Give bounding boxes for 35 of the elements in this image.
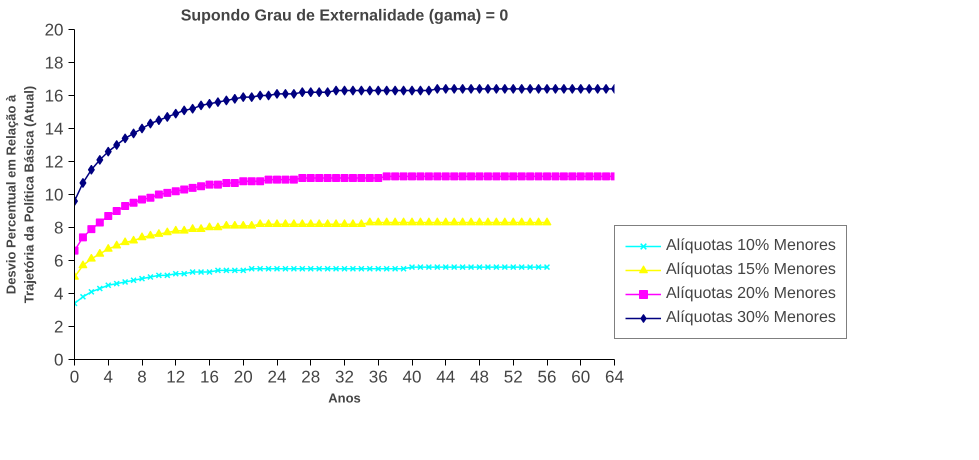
y-axis-title: Desvio Percentual em Relação à Trajetória da Política Básica (Atual)	[4, 86, 37, 304]
y-tick-label: 2	[54, 318, 64, 336]
x-tick-label: 12	[166, 368, 186, 386]
x-tick-label: 8	[137, 368, 147, 386]
x-tick-label: 20	[234, 368, 253, 386]
x-tick-label: 56	[538, 368, 556, 386]
x-tick-label: 32	[335, 368, 354, 386]
y-tick-label: 16	[44, 86, 64, 106]
y-tick-label: 4	[54, 284, 64, 304]
x-tick-label: 0	[70, 368, 80, 386]
x-tick-label: 60	[571, 368, 590, 386]
x-axis-title: Anos	[328, 390, 361, 406]
x-tick-label: 40	[402, 368, 422, 386]
x-tick-label: 16	[200, 368, 219, 386]
x-tick-label: 44	[436, 368, 456, 386]
x-tick-label: 64	[605, 368, 624, 386]
legend-label: Alíquotas 20% Menores	[666, 285, 836, 303]
y-tick-label: 14	[44, 120, 64, 138]
x-tick-label: 48	[470, 368, 489, 386]
x-tick-label: 52	[504, 368, 523, 386]
x-tick-label: 28	[301, 368, 320, 386]
y-tick-label: 6	[54, 252, 64, 270]
y-tick-label: 12	[44, 152, 64, 172]
chart-title: Supondo Grau de Externalidade (gama) = 0	[180, 8, 508, 24]
x-tick-label: 4	[104, 368, 113, 386]
legend-label: Alíquotas 30% Menores	[666, 309, 836, 327]
y-tick-label: 0	[54, 350, 64, 370]
y-tick-label: 10	[44, 186, 64, 204]
y-tick-label: 8	[54, 218, 64, 238]
x-tick-label: 36	[368, 368, 388, 386]
y-tick-label: 20	[44, 20, 64, 40]
legend-label: Alíquotas 10% Menores	[666, 237, 836, 255]
legend-label: Alíquotas 15% Menores	[666, 261, 836, 279]
x-tick-label: 24	[268, 368, 286, 386]
y-tick-label: 18	[44, 54, 64, 72]
